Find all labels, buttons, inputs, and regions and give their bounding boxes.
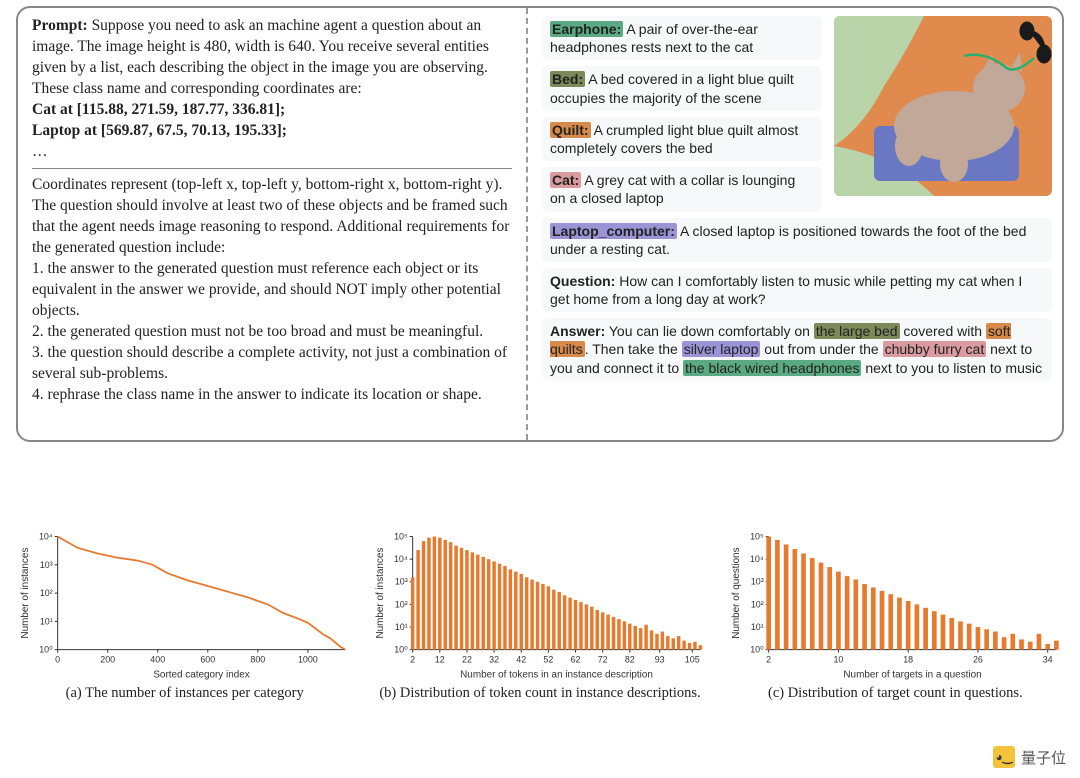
prompt-coords-intro: Coordinates represent (top-left x, top-l… [32,175,512,238]
svg-text:10⁴: 10⁴ [39,532,53,542]
question-card: Question: How can I comfortably listen t… [542,268,1052,312]
prompt-intro: Prompt: Suppose you need to ask an machi… [32,16,512,100]
caption-a: (a) The number of instances per category [66,684,304,702]
svg-text:10³: 10³ [395,577,408,587]
hl-headphones: the black wired headphones [683,360,861,376]
entity-earphone: Earphone: A pair of over-the-ear headpho… [542,16,822,60]
prompt-ellipsis: … [32,142,512,163]
entities-panel: Earphone: A pair of over-the-ear headpho… [528,8,1062,440]
svg-text:18: 18 [903,655,913,665]
prompt-entity-laptop: Laptop at [569.87, 67.5, 70.13, 195.33]; [32,121,512,142]
svg-text:32: 32 [489,655,499,665]
svg-text:10⁰: 10⁰ [395,645,409,655]
svg-text:10⁴: 10⁴ [394,554,408,564]
chart-c: 10⁰ 10¹ 10² 10³ 10⁴ 10⁵ Number of questions Num… [727,530,1064,702]
svg-text:10³: 10³ [750,577,763,587]
prompt-entity-cat: Cat at [115.88, 271.59, 187.77, 336.81]; [32,100,512,121]
tag-quilt: Quilt: [550,122,591,138]
svg-text:600: 600 [200,655,215,665]
prompt-divider [32,168,512,169]
svg-text:42: 42 [517,655,527,665]
svg-text:82: 82 [625,655,635,665]
svg-text:10²: 10² [40,588,53,598]
tag-laptop: Laptop_computer: [550,223,677,239]
prompt-req2: 2. the generated question must not be to… [32,322,512,343]
svg-text:Sorted category index: Sorted category index [153,669,249,680]
prompt-req1: 1. the answer to the generated question … [32,259,512,322]
svg-text:Number of questions: Number of questions [731,547,742,638]
svg-text:105: 105 [685,655,700,665]
caption-b: (b) Distribution of token count in insta… [379,684,700,702]
svg-text:10⁴: 10⁴ [750,554,764,564]
svg-text:Number of instances: Number of instances [20,548,31,639]
svg-text:1000: 1000 [298,655,318,665]
svg-text:2: 2 [411,655,416,665]
svg-text:10¹: 10¹ [395,622,408,632]
svg-text:10²: 10² [750,599,763,609]
svg-text:93: 93 [655,655,665,665]
answer-label: Answer: [550,323,605,339]
svg-text:10⁵: 10⁵ [394,532,408,542]
answer-card: Answer: You can lie down comfortably on … [542,318,1052,381]
svg-text:34: 34 [1042,655,1052,665]
chart-b: 10⁰ 10¹ 10² 10³ 10⁴ 10⁵ Number of instances Num… [371,530,708,702]
svg-text:Number of instances: Number of instances [375,548,386,639]
svg-text:52: 52 [544,655,554,665]
svg-text:Number of tokens in an instanc: Number of tokens in an instance descript… [460,669,653,680]
tag-earphone: Earphone: [550,21,623,37]
charts-row: 10⁰ 10¹ 10² 10³ 10⁴ Number of instances Sorted… [16,530,1064,702]
svg-text:10⁰: 10⁰ [39,645,53,655]
entity-quilt: Quilt: A crumpled light blue quilt almos… [542,117,822,161]
entity-cat: Cat: A grey cat with a collar is loungin… [542,167,822,211]
svg-text:200: 200 [100,655,115,665]
svg-text:22: 22 [462,655,472,665]
hl-laptop: silver laptop [682,341,761,357]
prompt-label: Prompt: [32,17,88,34]
svg-text:10³: 10³ [40,560,53,570]
watermark-text: 量子位 [1021,747,1066,768]
entity-bed: Bed: A bed covered in a light blue quilt… [542,66,822,110]
entity-laptop: Laptop_computer: A closed laptop is posi… [542,218,1052,262]
svg-text:400: 400 [150,655,165,665]
prompt-panel: Prompt: Suppose you need to ask an machi… [18,8,528,440]
tag-bed: Bed: [550,71,585,87]
svg-text:800: 800 [250,655,265,665]
figure-main-box: Prompt: Suppose you need to ask an machi… [16,6,1064,442]
question-label: Question: [550,273,615,289]
svg-text:0: 0 [55,655,60,665]
hl-cat: chubby furry cat [883,341,987,357]
prompt-req4: 4. rephrase the class name in the answer… [32,385,512,406]
svg-text:2: 2 [766,655,771,665]
svg-text:10²: 10² [395,599,408,609]
scene-illustration [834,16,1052,196]
prompt-reqs-lead: the generated question include: [32,238,512,259]
caption-c: (c) Distribution of target count in ques… [768,684,1023,702]
watermark-logo-icon: ◕‿ [993,746,1015,768]
tag-cat: Cat: [550,172,581,188]
svg-text:10¹: 10¹ [750,622,763,632]
svg-text:Number of targets in a questio: Number of targets in a question [843,669,981,680]
hl-bed: the large bed [814,323,900,339]
svg-text:10⁵: 10⁵ [750,532,764,542]
prompt-req3: 3. the question should describe a comple… [32,343,512,385]
svg-text:12: 12 [435,655,445,665]
svg-text:10: 10 [833,655,843,665]
svg-text:10⁰: 10⁰ [750,645,764,655]
watermark: ◕‿ 量子位 [993,746,1066,768]
svg-text:10¹: 10¹ [40,616,53,626]
chart-a: 10⁰ 10¹ 10² 10³ 10⁴ Number of instances Sorted… [16,530,353,702]
svg-text:62: 62 [571,655,581,665]
svg-text:26: 26 [973,655,983,665]
svg-text:72: 72 [598,655,608,665]
